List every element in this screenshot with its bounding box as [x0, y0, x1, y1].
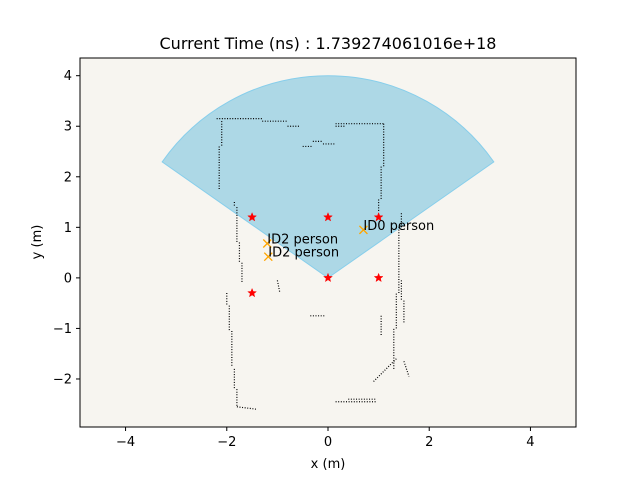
y-tick-label: −2 [53, 372, 72, 387]
wall-segment [236, 406, 258, 410]
detection-label: ID2 person [267, 233, 338, 248]
waypoint-star [323, 272, 333, 283]
x-tick-label: 4 [526, 435, 534, 450]
y-ticks-layer: −2 −1 0 1 2 3 4 [53, 69, 80, 387]
x-tick-label: 0 [324, 435, 332, 450]
chart-title: Current Time (ns) : 1.739274061016e+18 [160, 34, 497, 53]
x-tick-label: 2 [425, 435, 433, 450]
x-ticks-layer: −4 −2 0 2 4 [116, 427, 535, 450]
wall-segment [403, 361, 410, 377]
waypoint-star [247, 287, 258, 298]
y-axis-label: y (m) [30, 225, 45, 260]
waypoints-layer [247, 212, 384, 298]
waypoint-star [373, 212, 384, 222]
wall-segment [276, 280, 281, 294]
waypoint-star [373, 272, 384, 283]
y-tick-label: 1 [64, 221, 72, 236]
detection-x-stroke [358, 225, 368, 235]
x-tick-label: −4 [116, 435, 135, 450]
x-tick-label: −2 [217, 435, 236, 450]
waypoint-star [247, 212, 258, 222]
y-tick-label: 2 [64, 170, 72, 185]
detection-marker [262, 239, 272, 248]
detection-x-stroke [263, 252, 273, 262]
detection-marker [263, 252, 273, 262]
y-tick-label: 0 [64, 271, 72, 286]
y-tick-label: 4 [64, 69, 72, 84]
x-axis-label: x (m) [311, 457, 346, 472]
waypoint-star [323, 212, 333, 222]
sensor-fov-layer [161, 75, 495, 279]
sensor-fov-wedge [161, 75, 495, 279]
detection-label: ID2 person [268, 246, 339, 261]
detection-label: ID0 person [363, 219, 434, 234]
y-tick-label: −1 [53, 322, 72, 337]
wall-segment [373, 358, 397, 382]
detection-x-stroke [262, 239, 272, 248]
occupancy-walls-layer [216, 118, 410, 410]
y-tick-label: 3 [64, 120, 72, 135]
detection-marker [358, 225, 368, 235]
